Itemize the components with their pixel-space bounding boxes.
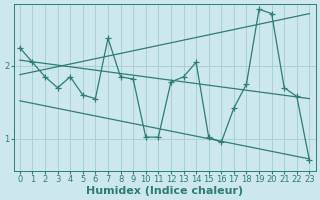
X-axis label: Humidex (Indice chaleur): Humidex (Indice chaleur)	[86, 186, 243, 196]
